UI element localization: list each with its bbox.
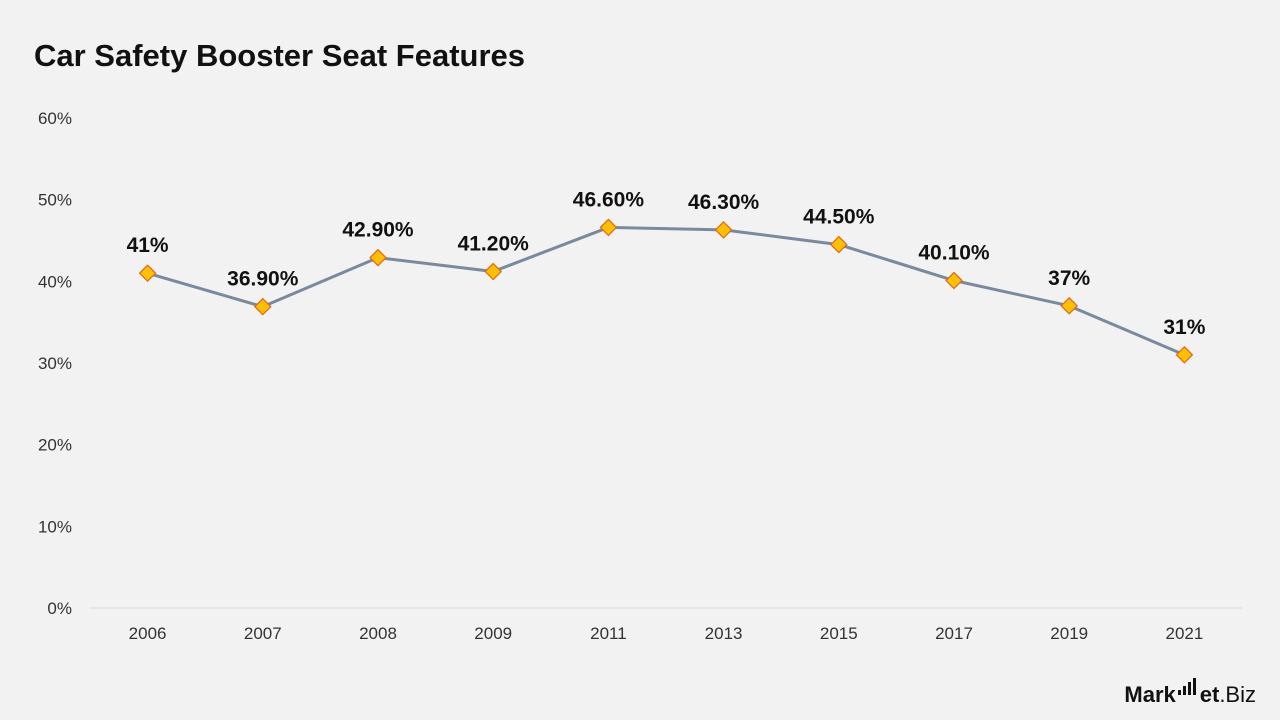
chart-title: Car Safety Booster Seat Features [34,38,526,73]
data-label: 41.20% [458,233,530,256]
data-label: 44.50% [803,206,875,229]
logo-text-biz: .Biz [1219,682,1256,707]
data-point-marker [138,264,157,283]
x-tick-label: 2008 [359,624,397,643]
data-point-marker [829,235,848,254]
y-tick-label: 40% [38,272,72,291]
data-point-marker [369,248,387,267]
data-label: 40.10% [918,242,990,265]
data-label: 36.90% [227,268,299,291]
x-tick-label: 2019 [1050,624,1088,643]
x-tick-label: 2013 [705,624,743,643]
y-tick-label: 50% [38,191,72,210]
data-point-marker [945,271,963,290]
data-point-marker [1175,345,1194,364]
data-point-marker [484,262,503,281]
y-tick-label: 20% [38,436,72,455]
marketbiz-logo: Mark et .Biz [1124,678,1256,708]
data-point-marker [253,297,272,316]
data-label: 46.60% [573,188,645,211]
logo-bars-icon [1177,678,1198,695]
x-tick-label: 2009 [474,624,512,643]
series-line [147,225,1185,357]
y-tick-label: 60% [38,109,72,128]
data-label: 41% [127,234,169,257]
x-tick-label: 2017 [935,624,973,643]
y-tick-label: 10% [38,517,72,536]
data-markers [138,218,1194,364]
y-axis-ticks: 0% 10% 20% 30% 40% 50% 60% [38,109,72,618]
x-axis-ticks: 2006 2007 2008 2009 2011 2013 2015 2017 2019 2021 [129,624,1204,643]
x-tick-label: 2021 [1165,624,1203,643]
data-point-marker [1060,296,1079,315]
x-tick-label: 2015 [820,624,858,643]
x-tick-label: 2011 [590,624,627,643]
x-tick-label: 2006 [129,624,167,643]
data-label: 31% [1163,316,1205,339]
x-tick-label: 2007 [244,624,282,643]
data-point-marker [599,218,618,237]
logo-text-mark: Mark [1124,682,1176,707]
data-label: 46.30% [688,191,760,214]
data-labels: 41% 36.90% 42.90% 41.20% 46.60% 46.30% 44.50% 4… [127,188,1206,338]
y-tick-label: 0% [47,599,72,618]
data-point-marker [714,221,733,239]
logo-text-et: et [1199,682,1220,707]
data-label: 37% [1048,267,1090,290]
y-tick-label: 30% [38,354,72,373]
data-label: 42.90% [342,219,414,242]
